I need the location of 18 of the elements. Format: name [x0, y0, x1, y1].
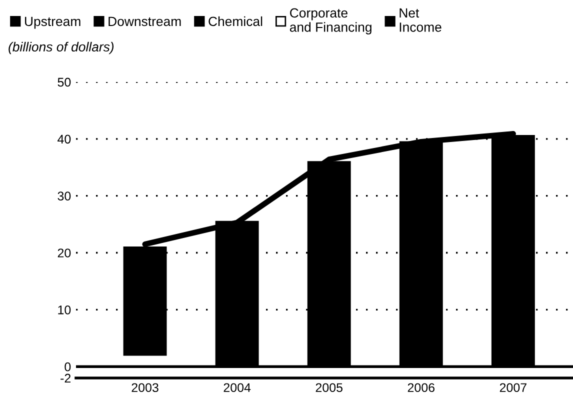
- legend-label: Chemical: [208, 16, 262, 26]
- legend-label: Corporate and Financing: [290, 8, 372, 34]
- x-tick-label: 2004: [224, 383, 251, 392]
- x-tick-label: 2005: [316, 383, 342, 392]
- y-tick-label: 30: [58, 192, 71, 200]
- x-tick-label: 2003: [132, 383, 158, 392]
- x-tick-label: 2006: [408, 383, 434, 392]
- y-tick-label: 0: [64, 362, 71, 372]
- legend-label: Upstream: [24, 16, 80, 29]
- y-tick-label: 40: [58, 134, 71, 144]
- legend-label: Downstream: [108, 16, 181, 26]
- legend-label: Net Income: [400, 8, 442, 32]
- y-tick-label: 20: [58, 248, 71, 258]
- y-tick-label: 10: [58, 305, 71, 314]
- y-tick-label: 50: [58, 78, 71, 87]
- y-tick-label: -2: [60, 374, 71, 383]
- chart-subtitle: (billions of dollars): [8, 42, 114, 54]
- x-tick-label: 2007: [500, 383, 526, 392]
